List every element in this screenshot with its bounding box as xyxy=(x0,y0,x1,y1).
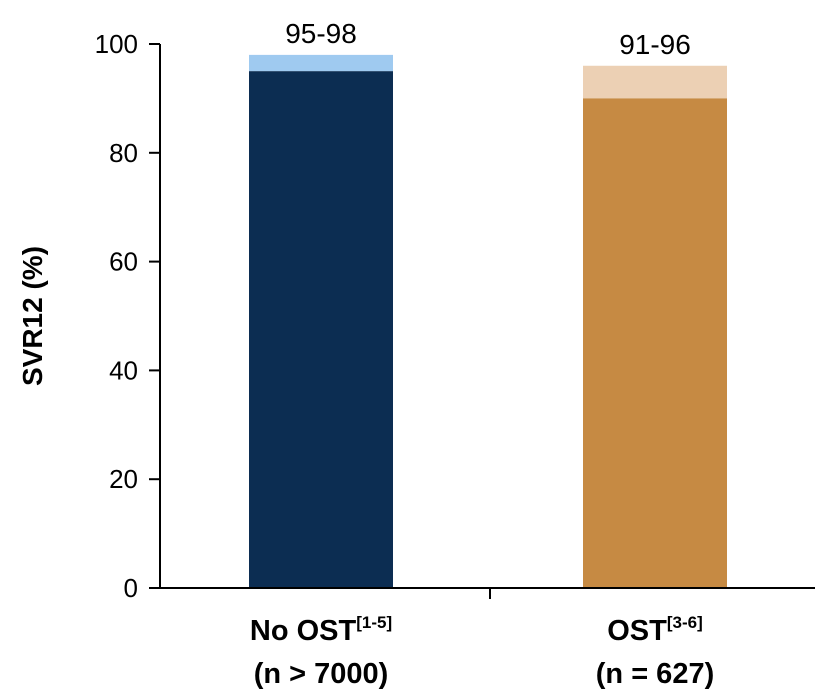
bar-range-1 xyxy=(583,65,727,99)
bar-0 xyxy=(249,71,393,588)
y-tick-label-100: 100 xyxy=(95,29,138,59)
category-citation-0: [1-5] xyxy=(356,613,392,632)
range-label-1: 91-96 xyxy=(619,29,691,60)
category-citation-1: [3-6] xyxy=(667,613,703,632)
category-name-0: No OST xyxy=(250,615,357,647)
range-label-0: 95-98 xyxy=(285,18,357,49)
y-tick-label-60: 60 xyxy=(109,247,138,277)
bar-1 xyxy=(583,98,727,589)
y-tick-label-0: 0 xyxy=(124,573,138,603)
category-n-0: (n > 7000) xyxy=(254,658,389,690)
y-ticks-group: 0 20 40 60 80 100 xyxy=(95,29,160,603)
bar-range-0 xyxy=(249,54,393,72)
category-labels-group: No OST[1-5] (n > 7000) OST[3-6] (n = 627) xyxy=(250,613,714,690)
category-name-1: OST xyxy=(607,615,667,647)
category-label-1: OST[3-6] xyxy=(607,613,703,647)
range-labels-group: 95-98 91-96 xyxy=(285,18,691,60)
category-n-1: (n = 627) xyxy=(596,658,714,690)
y-tick-label-20: 20 xyxy=(109,464,138,494)
x-ticks-group xyxy=(489,588,491,599)
y-axis-label: SVR12 (%) xyxy=(17,246,48,386)
bars-group xyxy=(249,54,727,589)
category-label-0: No OST[1-5] xyxy=(250,613,392,647)
y-tick-label-80: 80 xyxy=(109,138,138,168)
y-tick-label-40: 40 xyxy=(109,355,138,385)
